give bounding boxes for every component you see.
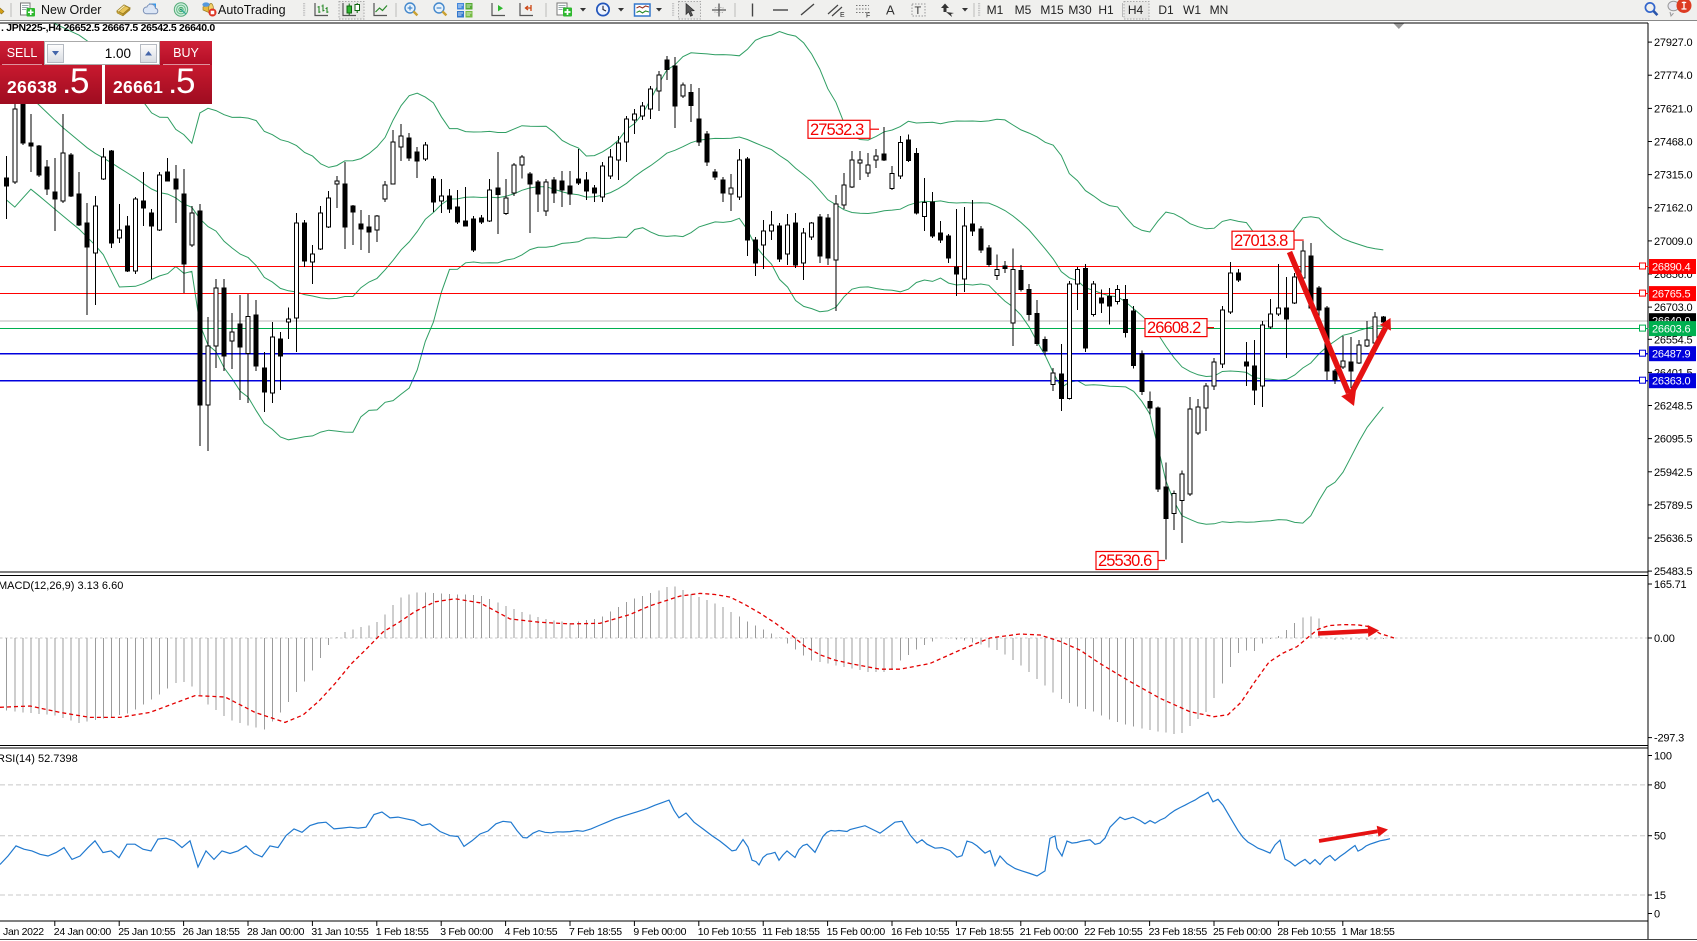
svg-text:27162.0: 27162.0: [1654, 203, 1692, 215]
svg-text:26608.2: 26608.2: [1147, 319, 1201, 337]
svg-text:1 Feb 18:55: 1 Feb 18:55: [376, 926, 429, 938]
svg-text:3 Feb 00:00: 3 Feb 00:00: [440, 926, 493, 938]
svg-text:0.00: 0.00: [1654, 633, 1675, 645]
svg-text:24 Jan 00:00: 24 Jan 00:00: [54, 926, 112, 938]
svg-text:A: A: [886, 3, 895, 18]
svg-text:F: F: [866, 13, 870, 20]
svg-text:MN: MN: [1210, 3, 1229, 17]
svg-text:H1: H1: [1098, 3, 1114, 17]
svg-text:27927.0: 27927.0: [1654, 37, 1692, 49]
svg-text:M1: M1: [987, 3, 1004, 17]
svg-text:New Order: New Order: [41, 3, 101, 17]
svg-text:27774.0: 27774.0: [1654, 70, 1692, 82]
svg-text:165.71: 165.71: [1654, 579, 1687, 591]
svg-text:28 Jan 00:00: 28 Jan 00:00: [247, 926, 305, 938]
svg-text:D1: D1: [1158, 3, 1174, 17]
svg-text:27621.0: 27621.0: [1654, 103, 1692, 115]
svg-text:MACD(12,26,9) 3.13 6.60: MACD(12,26,9) 3.13 6.60: [0, 580, 123, 592]
svg-text:RSI(14) 52.7398: RSI(14) 52.7398: [0, 753, 78, 765]
svg-text:26 Jan 18:55: 26 Jan 18:55: [183, 926, 241, 938]
svg-text:11 Feb 18:55: 11 Feb 18:55: [762, 926, 820, 938]
svg-text:9 Feb 00:00: 9 Feb 00:00: [633, 926, 686, 938]
svg-text:15: 15: [1654, 890, 1666, 902]
svg-text:23 Feb 18:55: 23 Feb 18:55: [1149, 926, 1208, 938]
svg-text:1 Mar 18:55: 1 Mar 18:55: [1342, 926, 1395, 938]
svg-text:25636.5: 25636.5: [1654, 533, 1692, 545]
svg-text:M5: M5: [1015, 3, 1032, 17]
svg-text:100: 100: [1654, 751, 1672, 763]
svg-text:H4: H4: [1128, 3, 1144, 17]
svg-text:26603.6: 26603.6: [1652, 324, 1690, 336]
svg-text:25 Jan 10:55: 25 Jan 10:55: [118, 926, 176, 938]
svg-text:28 Feb 10:55: 28 Feb 10:55: [1277, 926, 1336, 938]
svg-text:22 Feb 10:55: 22 Feb 10:55: [1084, 926, 1143, 938]
svg-text:M30: M30: [1068, 3, 1092, 17]
svg-text:26248.5: 26248.5: [1654, 401, 1692, 413]
svg-text:AutoTrading: AutoTrading: [218, 3, 286, 17]
svg-text:25942.5: 25942.5: [1654, 467, 1692, 479]
svg-text:10 Feb 10:55: 10 Feb 10:55: [698, 926, 757, 938]
svg-text:25789.5: 25789.5: [1654, 500, 1692, 512]
svg-text:26095.5: 26095.5: [1654, 434, 1692, 446]
svg-text:27468.0: 27468.0: [1654, 137, 1692, 149]
svg-text:4 Feb 10:55: 4 Feb 10:55: [505, 926, 558, 938]
svg-text:. JPN225-,H4 26652.5 26667.5: . JPN225-,H4 26652.5 26667.5 26542.5 266…: [1, 22, 215, 34]
svg-text:21 Feb 00:00: 21 Feb 00:00: [1020, 926, 1079, 938]
svg-text:27009.0: 27009.0: [1654, 236, 1692, 248]
svg-text:-297.3: -297.3: [1654, 733, 1684, 745]
svg-text:W1: W1: [1183, 3, 1201, 17]
svg-text:25530.6: 25530.6: [1098, 552, 1152, 570]
svg-text:26487.9: 26487.9: [1652, 349, 1690, 361]
svg-text:26363.0: 26363.0: [1652, 376, 1690, 388]
svg-text:26890.4: 26890.4: [1652, 262, 1690, 274]
svg-text:31 Jan 10:55: 31 Jan 10:55: [311, 926, 369, 938]
svg-text:26703.0: 26703.0: [1654, 302, 1692, 314]
svg-text:27532.3: 27532.3: [810, 121, 864, 139]
svg-text:26554.5: 26554.5: [1654, 334, 1692, 346]
svg-text:80: 80: [1654, 780, 1666, 792]
svg-text:17 Feb 18:55: 17 Feb 18:55: [955, 926, 1014, 938]
svg-text:15 Feb 00:00: 15 Feb 00:00: [827, 926, 886, 938]
svg-text:26765.5: 26765.5: [1652, 289, 1690, 301]
svg-text:25483.5: 25483.5: [1654, 566, 1692, 578]
svg-text:0: 0: [1654, 909, 1660, 921]
svg-text:M15: M15: [1040, 3, 1064, 17]
svg-text:7 Feb 18:55: 7 Feb 18:55: [569, 926, 622, 938]
svg-text:27315.0: 27315.0: [1654, 170, 1692, 182]
svg-text:Jan 2022: Jan 2022: [3, 926, 44, 938]
svg-text:E: E: [840, 12, 845, 19]
svg-text:50: 50: [1654, 831, 1666, 843]
svg-text:25 Feb 00:00: 25 Feb 00:00: [1213, 926, 1272, 938]
svg-text:27013.8: 27013.8: [1234, 232, 1288, 250]
svg-text:16 Feb 10:55: 16 Feb 10:55: [891, 926, 950, 938]
svg-text:T: T: [915, 5, 922, 17]
